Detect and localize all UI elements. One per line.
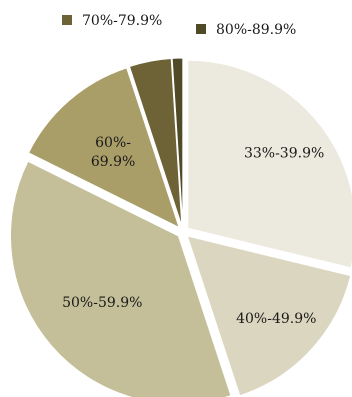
pie-slice-40%-49.9% [186, 235, 352, 397]
legend-swatch-80%-89.9% [196, 24, 206, 34]
slice-labels: 33%-39.9% 40%-49.9% 50%-59.9% 60%-69.9% [62, 135, 324, 327]
pie-slices [9, 57, 352, 397]
legend-label-70%-79.9%: 70%-79.9% [82, 13, 162, 29]
pie-slice-50%-59.9% [9, 160, 232, 397]
slice-label-60%-69.9%: 60%-69.9% [91, 135, 135, 170]
pie-slice-70%-79.9% [128, 57, 183, 227]
legend-swatch-70%-79.9% [62, 15, 72, 25]
pie-slice-80%-89.9% [171, 57, 184, 227]
slice-label-33%-39.9%: 33%-39.9% [244, 145, 324, 161]
pie-slice-60%-69.9% [27, 67, 180, 229]
slice-label-50%-59.9%: 50%-59.9% [62, 295, 142, 311]
legend: 70%-79.9% 80%-89.9% [62, 13, 296, 38]
pie-slice-33%-39.9% [187, 59, 352, 269]
slice-label-40%-49.9%: 40%-49.9% [236, 311, 316, 327]
legend-label-80%-89.9%: 80%-89.9% [216, 22, 296, 38]
